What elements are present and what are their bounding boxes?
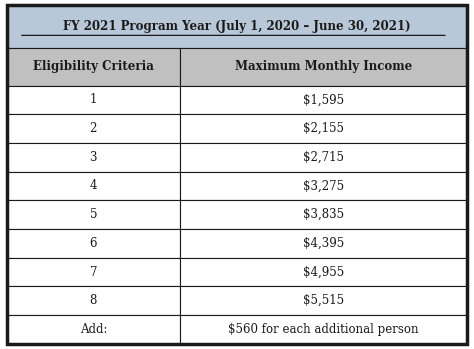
Text: $1,595: $1,595 [302, 94, 344, 106]
Text: 3: 3 [90, 151, 97, 164]
Bar [7, 172, 180, 200]
Bar [7, 229, 180, 258]
Text: $3,835: $3,835 [302, 208, 344, 221]
Bar [7, 315, 180, 344]
Bar [7, 114, 180, 143]
Bar [7, 48, 180, 86]
Text: $5,515: $5,515 [302, 294, 344, 307]
Text: $560 for each additional person: $560 for each additional person [228, 323, 419, 336]
Bar [180, 143, 467, 172]
Text: $3,275: $3,275 [302, 179, 344, 193]
Text: 5: 5 [90, 208, 97, 221]
Text: 7: 7 [90, 266, 97, 279]
Bar [7, 258, 180, 287]
Text: Maximum Monthly Income: Maximum Monthly Income [235, 60, 412, 73]
Text: $2,155: $2,155 [303, 122, 344, 135]
Bar [180, 229, 467, 258]
Bar [180, 200, 467, 229]
Text: $4,955: $4,955 [302, 266, 344, 279]
Bar [7, 287, 180, 315]
Bar [7, 200, 180, 229]
Text: FY 2021 Program Year (July 1, 2020 – June 30, 2021): FY 2021 Program Year (July 1, 2020 – Jun… [63, 20, 411, 33]
Text: $4,395: $4,395 [302, 237, 344, 250]
Bar [180, 315, 467, 344]
Text: 2: 2 [90, 122, 97, 135]
Text: Eligibility Criteria: Eligibility Criteria [33, 60, 154, 73]
Text: $2,715: $2,715 [303, 151, 344, 164]
Text: 6: 6 [90, 237, 97, 250]
Bar [180, 86, 467, 114]
Bar [180, 172, 467, 200]
Text: 1: 1 [90, 94, 97, 106]
Bar [180, 114, 467, 143]
Bar [7, 5, 467, 48]
Bar [7, 143, 180, 172]
Text: Add:: Add: [80, 323, 107, 336]
Bar [7, 86, 180, 114]
Bar [180, 48, 467, 86]
Text: 8: 8 [90, 294, 97, 307]
Bar [180, 258, 467, 287]
Bar [180, 287, 467, 315]
Text: 4: 4 [90, 179, 97, 193]
